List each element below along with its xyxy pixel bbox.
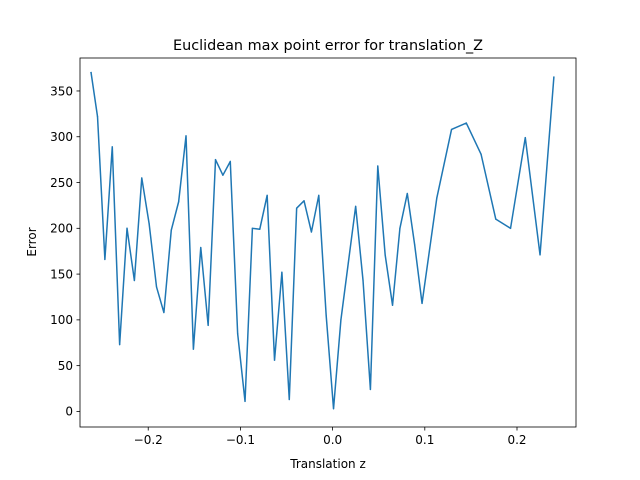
data-point xyxy=(111,146,113,148)
data-point xyxy=(207,324,209,326)
plot-area xyxy=(90,71,555,410)
chart-title: Euclidean max point error for translatio… xyxy=(173,38,483,54)
data-point xyxy=(465,122,467,124)
data-point xyxy=(273,359,276,361)
data-point xyxy=(362,279,364,282)
data-point xyxy=(310,231,313,233)
data-point xyxy=(340,319,342,321)
data-point xyxy=(325,314,327,316)
data-point xyxy=(148,223,150,225)
y-tick-label: 200 xyxy=(50,222,73,236)
x-tick-label: −0.1 xyxy=(226,433,255,447)
data-point xyxy=(318,194,320,196)
data-point xyxy=(391,304,394,306)
data-point xyxy=(296,207,298,209)
y-tick-label: 250 xyxy=(50,176,73,190)
y-tick-label: 50 xyxy=(58,359,73,373)
data-point xyxy=(96,116,99,118)
data-point xyxy=(495,218,497,220)
data-point xyxy=(259,228,261,230)
data-point xyxy=(90,72,92,74)
data-point xyxy=(355,205,357,207)
data-point xyxy=(377,165,379,167)
data-point xyxy=(119,343,121,346)
data-point xyxy=(399,227,401,229)
data-point xyxy=(237,333,239,335)
x-axis: −0.2 −0.1 0.0 0.1 0.2 xyxy=(134,427,527,447)
data-point xyxy=(509,227,512,229)
axes-frame xyxy=(79,57,577,428)
data-point xyxy=(480,153,482,155)
y-tick-label: 300 xyxy=(50,130,73,144)
data-point xyxy=(185,135,187,137)
y-tick-label: 100 xyxy=(50,313,73,327)
y-axis-label: Error xyxy=(25,227,39,256)
data-point xyxy=(214,159,217,161)
data-point xyxy=(126,227,128,229)
data-point xyxy=(406,192,408,195)
data-point xyxy=(222,174,224,176)
x-tick-label: 0.2 xyxy=(507,433,526,447)
data-point xyxy=(347,262,349,264)
y-tick-label: 0 xyxy=(65,405,73,419)
data-point xyxy=(553,76,555,78)
data-point xyxy=(192,348,194,350)
data-point xyxy=(288,398,290,401)
data-point xyxy=(244,400,246,402)
data-point xyxy=(332,408,335,410)
data-point xyxy=(163,311,165,314)
data-point xyxy=(155,286,158,288)
data-point xyxy=(104,258,106,261)
data-point xyxy=(170,229,172,231)
y-tick-label: 150 xyxy=(50,267,73,281)
data-point xyxy=(141,177,143,179)
y-tick-label: 350 xyxy=(50,84,73,98)
data-point xyxy=(369,388,372,391)
data-point xyxy=(178,201,180,203)
data-point xyxy=(266,194,268,196)
x-tick-label: 0.0 xyxy=(323,433,342,447)
data-point xyxy=(200,246,202,249)
y-axis: 0 50 100 150 200 250 300 350 xyxy=(50,84,80,419)
data-point xyxy=(281,271,283,273)
data-point xyxy=(421,302,423,304)
data-point xyxy=(229,160,231,163)
data-point xyxy=(436,197,438,199)
x-tick-label: 0.1 xyxy=(415,433,434,447)
data-point xyxy=(133,279,135,282)
data-point xyxy=(303,200,305,202)
x-tick-label: −0.2 xyxy=(134,433,163,447)
data-point xyxy=(384,254,386,256)
x-axis-label: Translation z xyxy=(289,457,366,471)
data-point xyxy=(251,227,253,229)
data-point xyxy=(539,254,541,256)
data-point xyxy=(414,244,416,246)
data-point xyxy=(450,128,453,131)
data-point xyxy=(524,137,526,139)
